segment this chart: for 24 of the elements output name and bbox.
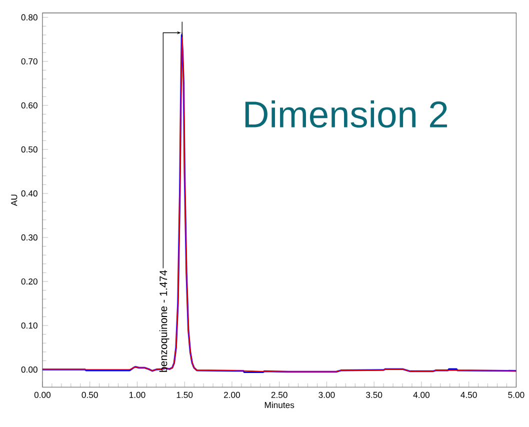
x-tick-label: 4.00: [413, 392, 430, 398]
x-tick-label: 2.50: [271, 392, 288, 398]
x-tick-label: 5.00: [508, 392, 524, 398]
x-tick-label: 1.50: [176, 392, 193, 398]
x-tick-label: 3.00: [318, 392, 335, 398]
y-tick-label: 0.20: [21, 278, 38, 285]
x-tick-label: 3.50: [366, 392, 382, 398]
x-tick-label: 0.50: [82, 392, 98, 398]
y-tick-label: 0.50: [21, 146, 38, 152]
x-axis-title: Minutes: [264, 402, 294, 408]
annotation: benzoquinone - 1.474: [159, 270, 170, 372]
y-tick-label: 0.60: [21, 102, 38, 108]
y-tick-label: 0.40: [21, 190, 38, 197]
y-tick-label: 0.80: [21, 14, 38, 20]
x-tick-label: 2.00: [224, 392, 240, 398]
x-tick-label: 0.00: [34, 392, 51, 398]
annotation: Dimension 2: [245, 100, 447, 128]
y-tick-label: 0.30: [21, 234, 38, 241]
x-tick-label: 1.00: [129, 392, 146, 398]
y-axis-title: AU: [11, 194, 18, 206]
x-tick-label: 4.50: [460, 392, 477, 398]
y-tick-label: 0.70: [21, 58, 38, 64]
y-tick-label: 0.00: [21, 366, 38, 373]
y-tick-label: 0.10: [21, 322, 38, 329]
